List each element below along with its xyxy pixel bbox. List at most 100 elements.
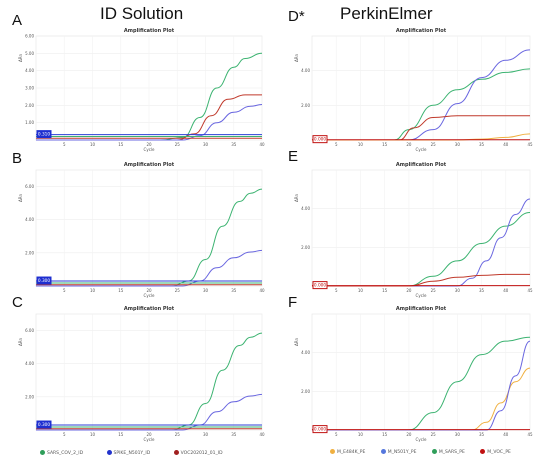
chart-b-xtick-label: 25 — [175, 288, 181, 293]
legend-right-item-2: M_SARS_PE — [431, 449, 465, 455]
chart-a-xtick-label: 10 — [90, 142, 96, 147]
chart-c-ytick-label: 6.00 — [25, 328, 34, 333]
chart-f-xlabel: Cycle — [416, 437, 427, 442]
legend-left-item-2: VOC202012_01_ID — [173, 450, 223, 456]
chart-e-ytick-label: 4.00 — [301, 206, 310, 211]
chart-a-xtick-label: 25 — [175, 142, 181, 147]
chart-a-ytick-label: 5.00 — [25, 51, 34, 56]
chart-d-xtick-label: 25 — [431, 142, 437, 147]
chart-e-threshold-box — [312, 281, 328, 290]
chart-d-xtick-label: 20 — [406, 142, 412, 147]
legend-left: SARS_COV_2_ID SPIKE_N501Y_ID VOC202012_0… — [40, 450, 245, 456]
chart-e-xtick-label: 5 — [335, 288, 338, 293]
chart-c-threshold-box — [36, 420, 52, 429]
chart-e-ytick-label: 2.00 — [301, 245, 310, 250]
chart-d-title: Amplification Plot — [396, 28, 447, 34]
chart-f-ytick-label: 4.00 — [301, 350, 310, 355]
chart-b-xtick-label: 40 — [259, 288, 265, 293]
chart-f-xtick-label: 25 — [431, 432, 437, 437]
legend-left-item-0: SARS_COV_2_ID — [40, 450, 83, 456]
chart-b-ytick-label: 4.00 — [25, 217, 34, 222]
chart-c-ylabel: ΔRn — [18, 338, 23, 347]
chart-c-xtick-label: 5 — [63, 432, 66, 437]
chart-a-ytick-label: 1.00 — [25, 120, 34, 125]
chart-e-ylabel: ΔRn — [294, 194, 299, 203]
chart-f-xtick-label: 15 — [382, 432, 388, 437]
legend-dot-blue-icon — [106, 450, 112, 455]
chart-f-threshold-box — [312, 425, 328, 434]
chart-a-series-line-2 — [36, 104, 263, 141]
panel-label-c: C — [12, 294, 23, 311]
chart-e-xlabel: Cycle — [416, 293, 427, 298]
chart-b-series-line-1 — [35, 249, 263, 287]
chart-c-series-line-1 — [36, 393, 263, 431]
legend-dot-red-icon — [173, 450, 179, 455]
chart-e-xtick-label: 25 — [431, 288, 437, 293]
chart-d-ytick-label: 2.00 — [301, 103, 310, 108]
legend-right-item-3: M_VOC_PE — [480, 449, 511, 455]
chart-d-xtick-label: 45 — [527, 142, 533, 147]
chart-f-ylabel: ΔRn — [294, 338, 299, 347]
chart-d-ylabel: ΔRn — [294, 54, 299, 63]
chart-d-xtick-label: 40 — [503, 142, 509, 147]
chart-c-xtick-label: 15 — [118, 432, 124, 437]
chart-f-xtick-label: 5 — [335, 432, 338, 437]
chart-c-threshold-label: 0.300 — [38, 422, 51, 428]
chart-c-xtick-label: 35 — [231, 432, 237, 437]
chart-a-ytick-label: 6.00 — [25, 34, 34, 39]
legend-dot-orange-icon — [330, 449, 335, 454]
chart-f-xtick-label: 45 — [527, 432, 533, 437]
chart-e-xtick-label: 35 — [479, 288, 485, 293]
chart-a-threshold-label: 0.310 — [38, 132, 51, 138]
chart-e-xtick-label: 45 — [527, 288, 533, 293]
legend-right: M_E484K_PE M_N501Y_PE M_SARS_PE M_VOC_PE — [330, 449, 533, 455]
chart-a-title: Amplification Plot — [124, 28, 175, 34]
chart-d-plot-area — [311, 35, 531, 141]
chart-c-xtick-label: 20 — [146, 432, 152, 437]
chart-b-xtick-label: 10 — [90, 288, 96, 293]
legend-dot-green-icon — [431, 449, 437, 454]
chart-f-xtick-label: 10 — [358, 432, 364, 437]
chart-b-xlabel: Cycle — [144, 293, 155, 298]
panel-label-d: D* — [288, 8, 305, 25]
chart-e-plot-area — [311, 169, 531, 287]
chart-b-ylabel: ΔRn — [18, 194, 23, 203]
chart-a-ytick-label: 3.00 — [25, 86, 34, 91]
legend-right-item-1: M_N501Y_PE — [380, 449, 416, 455]
chart-f-xtick-label: 20 — [406, 432, 412, 437]
chart-f-ytick-label: 2.00 — [301, 389, 310, 394]
legend-dot-red-icon — [480, 449, 486, 454]
legend-left-item-1: SPIKE_N501Y_ID — [106, 450, 150, 456]
chart-e-xtick-label: 40 — [503, 288, 509, 293]
chart-e-threshold-label: 0.000 — [314, 283, 327, 289]
chart-b-threshold-label: 0.300 — [38, 278, 51, 284]
chart-d-xtick-label: 35 — [479, 142, 485, 147]
legend-dot-blue-icon — [380, 449, 386, 454]
chart-d-threshold-box — [312, 135, 328, 144]
chart-c-xlabel: Cycle — [144, 437, 155, 442]
chart-f-title: Amplification Plot — [396, 306, 447, 312]
panel-label-a: A — [12, 12, 23, 29]
chart-a-ylabel: ΔRn — [18, 54, 23, 63]
legend-right-item-0: M_E484K_PE — [330, 449, 365, 455]
chart-e-title: Amplification Plot — [396, 162, 447, 168]
chart-e-xtick-label: 20 — [406, 288, 412, 293]
chart-c-xtick-label: 10 — [90, 432, 96, 437]
chart-b-xtick-label: 20 — [146, 288, 152, 293]
chart-a-ytick-label: 2.00 — [25, 103, 34, 108]
chart-a-xtick-label: 15 — [118, 142, 124, 147]
chart-d-xtick-label: 30 — [455, 142, 461, 147]
legend-dot-green-icon — [40, 450, 45, 455]
panel-label-b: B — [12, 150, 23, 167]
chart-a-xtick-label: 20 — [146, 142, 152, 147]
chart-c-ytick-label: 4.00 — [25, 361, 34, 366]
chart-f-threshold-label: 0.000 — [314, 427, 327, 433]
chart-d-ytick-label: 4.00 — [301, 68, 310, 73]
chart-f-plot-area — [311, 313, 531, 431]
chart-a-xtick-label: 35 — [231, 142, 237, 147]
chart-a-threshold-box — [36, 130, 52, 139]
chart-a-ytick-label: 4.00 — [25, 68, 34, 73]
chart-b-ytick-label: 6.00 — [25, 184, 34, 189]
chart-c-xtick-label: 30 — [203, 432, 209, 437]
